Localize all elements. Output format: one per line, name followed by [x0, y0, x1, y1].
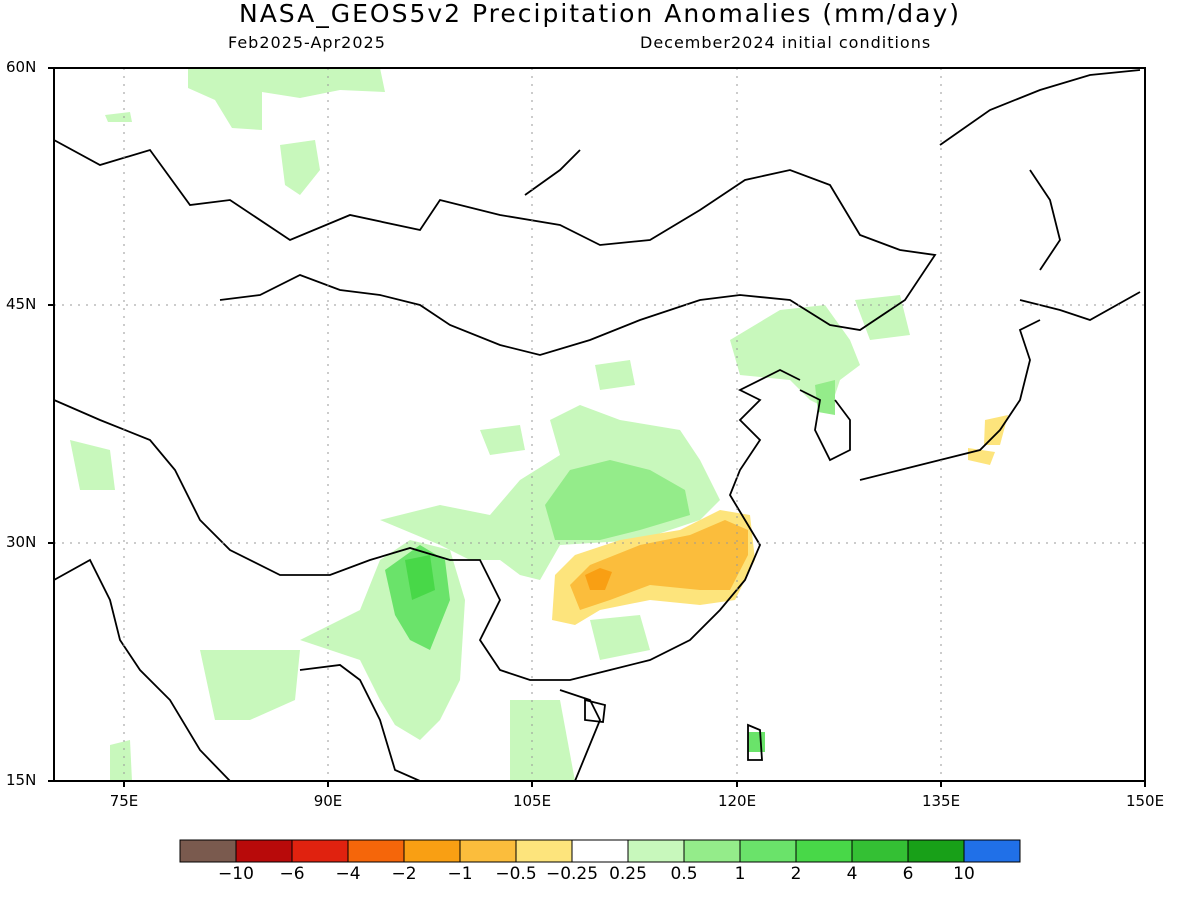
- lon-label-120e: 120E: [717, 792, 757, 810]
- colorbar-swatch: [403, 839, 461, 863]
- central-china-wet-region: [380, 405, 720, 580]
- taiwan-coast: [747, 723, 763, 761]
- yangtze-dry-strong: [585, 568, 612, 590]
- colorbar-label: −0.25: [545, 864, 599, 884]
- colorbar-swatch: [571, 839, 629, 863]
- colorbar-label: 10: [953, 864, 975, 884]
- korea-coast: [799, 389, 851, 462]
- hainan-coast: [584, 698, 606, 723]
- colorbar-swatch: [907, 839, 965, 863]
- siberia-patch: [280, 140, 320, 195]
- japan-dry-region-2: [968, 448, 995, 465]
- colorbar-label: −2: [391, 864, 417, 884]
- north-border: [54, 139, 937, 356]
- indochina-coast: [559, 689, 601, 781]
- colorbar-swatch: [739, 839, 797, 863]
- tibet-wet-patch: [70, 440, 115, 490]
- colorbar-label: −1: [447, 864, 473, 884]
- colorbar-swatch: [459, 839, 517, 863]
- korea-patch: [815, 380, 835, 415]
- colorbar-label: −4: [335, 864, 361, 884]
- colorbar-label: −0.5: [495, 864, 537, 884]
- north-china-patch: [480, 425, 525, 455]
- lon-label-105e: 105E: [512, 792, 552, 810]
- bay-bengal-coast: [299, 664, 421, 781]
- taiwan-wet-patch: [748, 732, 765, 752]
- forecast-period: Feb2025-Apr2025: [228, 33, 386, 52]
- japan-dry-region: [984, 415, 1008, 445]
- map-title: NASA_GEOS5v2 Precipitation Anomalies (mm…: [239, 0, 961, 28]
- colorbar-label: 0.5: [670, 864, 698, 884]
- colorbar-swatch: [683, 839, 741, 863]
- lon-label-135e: 135E: [921, 792, 961, 810]
- lon-label-90e: 90E: [313, 792, 343, 810]
- hokkaido-coast: [1019, 291, 1141, 321]
- initial-conditions: December2024 initial conditions: [640, 33, 932, 52]
- colorbar-label: 0.25: [609, 864, 647, 884]
- graticule: [54, 68, 1145, 781]
- colorbar-swatch: [347, 839, 405, 863]
- siberia-patch-2: [105, 112, 132, 122]
- south-china-wet-patch: [590, 615, 650, 660]
- coastlines: [54, 69, 1141, 781]
- myanmar-wet-strong: [405, 555, 435, 600]
- colorbar-label: −10: [218, 864, 254, 884]
- colorbar-swatch: [963, 839, 1021, 863]
- map-frame: [53, 67, 1146, 782]
- japan-coast: [859, 319, 1041, 481]
- colorbar-swatch: [627, 839, 685, 863]
- colorbar: [179, 839, 1021, 863]
- lon-label-75e: 75E: [109, 792, 139, 810]
- colorbar-swatch: [235, 839, 293, 863]
- colorbar-swatch: [851, 839, 909, 863]
- okhotsk-coast: [939, 69, 1141, 146]
- anomaly-shading: [70, 68, 1008, 781]
- colorbar-swatch: [795, 839, 853, 863]
- china-southwest-border: [54, 368, 801, 681]
- lat-label-30n: 30N: [6, 533, 37, 551]
- sakhalin-coast: [1029, 169, 1061, 271]
- colorbar-swatch: [515, 839, 573, 863]
- india-wet-patch: [200, 650, 300, 720]
- siberia-wet-region: [188, 68, 385, 130]
- colorbar-label: 1: [734, 864, 746, 884]
- indochina-wet-patch: [510, 700, 575, 781]
- colorbar-swatch: [179, 839, 237, 863]
- lon-label-150e: 150E: [1125, 792, 1165, 810]
- lake-baikal: [524, 149, 581, 196]
- bay-wet-patch: [110, 740, 132, 781]
- central-china-core-region: [545, 460, 690, 540]
- colorbar-swatch: [291, 839, 349, 863]
- india-coast: [54, 558, 231, 781]
- lat-label-45n: 45N: [6, 295, 37, 313]
- axis-ticks: [48, 67, 1146, 787]
- loess-patch: [595, 360, 635, 390]
- colorbar-label: −6: [279, 864, 305, 884]
- colorbar-label: 4: [846, 864, 858, 884]
- lat-label-60n: 60N: [6, 58, 37, 76]
- colorbar-label: 2: [790, 864, 802, 884]
- colorbar-label: 6: [902, 864, 914, 884]
- lat-label-15n: 15N: [6, 771, 37, 789]
